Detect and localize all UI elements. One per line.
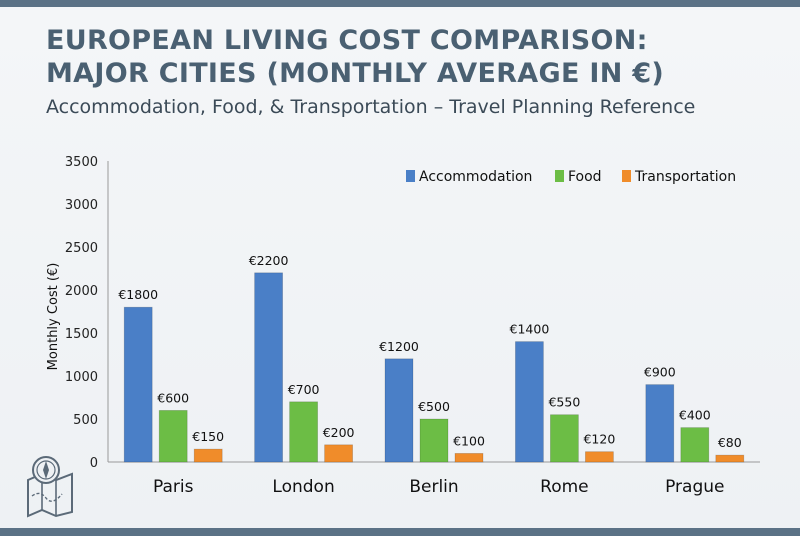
data-label: €1800 [118,287,158,302]
bottom-frame-bar [0,528,800,536]
bar-accommodation [515,341,544,463]
bar-food [289,401,319,463]
bar-accommodation [645,384,675,463]
x-category-label: Berlin [409,477,458,497]
legend-label: Accommodation [419,169,532,185]
y-axis-title: Monthly Cost (€) [46,263,61,371]
legend-swatch [622,170,631,182]
x-category-label: Rome [540,477,588,497]
data-label: €120 [583,432,615,447]
data-label: €600 [157,390,189,405]
data-label: €2200 [249,253,289,268]
data-label: €900 [644,365,676,380]
bar-transportation [585,451,614,463]
bar-transportation [715,454,745,463]
x-category-label: London [272,477,334,497]
y-tick-label: 3500 [65,155,98,170]
data-label: €100 [453,433,485,448]
data-label: €1200 [379,339,419,354]
legend-swatch [555,170,564,182]
bar-food [550,414,579,463]
bar-accommodation [384,358,414,463]
legend-label: Food [568,169,602,185]
data-label: €700 [288,382,320,397]
bar-transportation [454,452,484,463]
map-compass-icon [27,456,73,518]
x-category-label: Prague [665,477,724,497]
legend-label: Transportation [634,169,736,185]
bar-transportation [193,448,223,463]
y-tick-label: 0 [90,456,98,471]
title-line-1: EUROPEAN LIVING COST COMPARISON: [46,25,648,56]
y-tick-label: 1500 [65,327,98,342]
data-label: €500 [418,399,450,414]
bar-accommodation [254,272,284,463]
x-category-label: Paris [153,477,194,497]
top-frame-bar [0,0,800,7]
y-tick-label: 1000 [65,370,98,385]
bar-food [419,418,449,463]
bar-food [158,409,188,463]
y-tick-label: 500 [73,413,98,428]
legend-swatch [406,170,415,182]
bar-transportation [324,444,354,463]
data-label: €200 [323,425,355,440]
y-tick-label: 2000 [65,284,98,299]
bar-food [680,427,710,463]
data-label: €1400 [510,322,550,337]
chart-title: EUROPEAN LIVING COST COMPARISON: MAJOR C… [46,24,776,90]
data-label: €400 [679,408,711,423]
y-tick-label: 2500 [65,241,98,256]
bar-accommodation [123,306,153,463]
data-label: €150 [192,429,224,444]
y-tick-label: 3000 [65,198,98,213]
data-label: €550 [548,395,580,410]
data-label: €80 [718,435,742,450]
chart-subtitle: Accommodation, Food, & Transportation – … [46,96,696,118]
title-line-2: MAJOR CITIES (MONTHLY AVERAGE IN €) [46,58,665,89]
